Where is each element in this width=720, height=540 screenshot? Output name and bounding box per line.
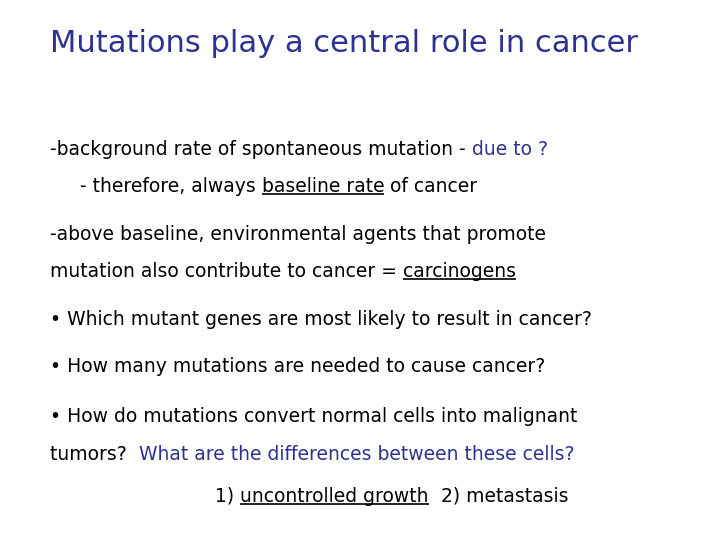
Text: uncontrolled growth: uncontrolled growth [240,487,428,506]
Text: tumors?: tumors? [50,445,139,464]
Text: mutation also contribute to cancer =: mutation also contribute to cancer = [50,262,403,281]
Text: 2) metastasis: 2) metastasis [428,487,568,506]
Text: -above baseline, environmental agents that promote: -above baseline, environmental agents th… [50,225,546,244]
Text: baseline rate: baseline rate [262,177,384,196]
Text: 1): 1) [215,487,240,506]
Text: due to ?: due to ? [472,140,548,159]
Text: of cancer: of cancer [384,177,477,196]
Text: carcinogens: carcinogens [403,262,516,281]
Text: • How do mutations convert normal cells into malignant: • How do mutations convert normal cells … [50,407,577,426]
Text: • How many mutations are needed to cause cancer?: • How many mutations are needed to cause… [50,357,545,376]
Text: • Which mutant genes are most likely to result in cancer?: • Which mutant genes are most likely to … [50,310,592,329]
Text: What are the differences between these cells?: What are the differences between these c… [139,445,575,464]
Text: -background rate of spontaneous mutation -: -background rate of spontaneous mutation… [50,140,472,159]
Text: - therefore, always: - therefore, always [50,177,262,196]
Text: Mutations play a central role in cancer: Mutations play a central role in cancer [50,29,638,58]
